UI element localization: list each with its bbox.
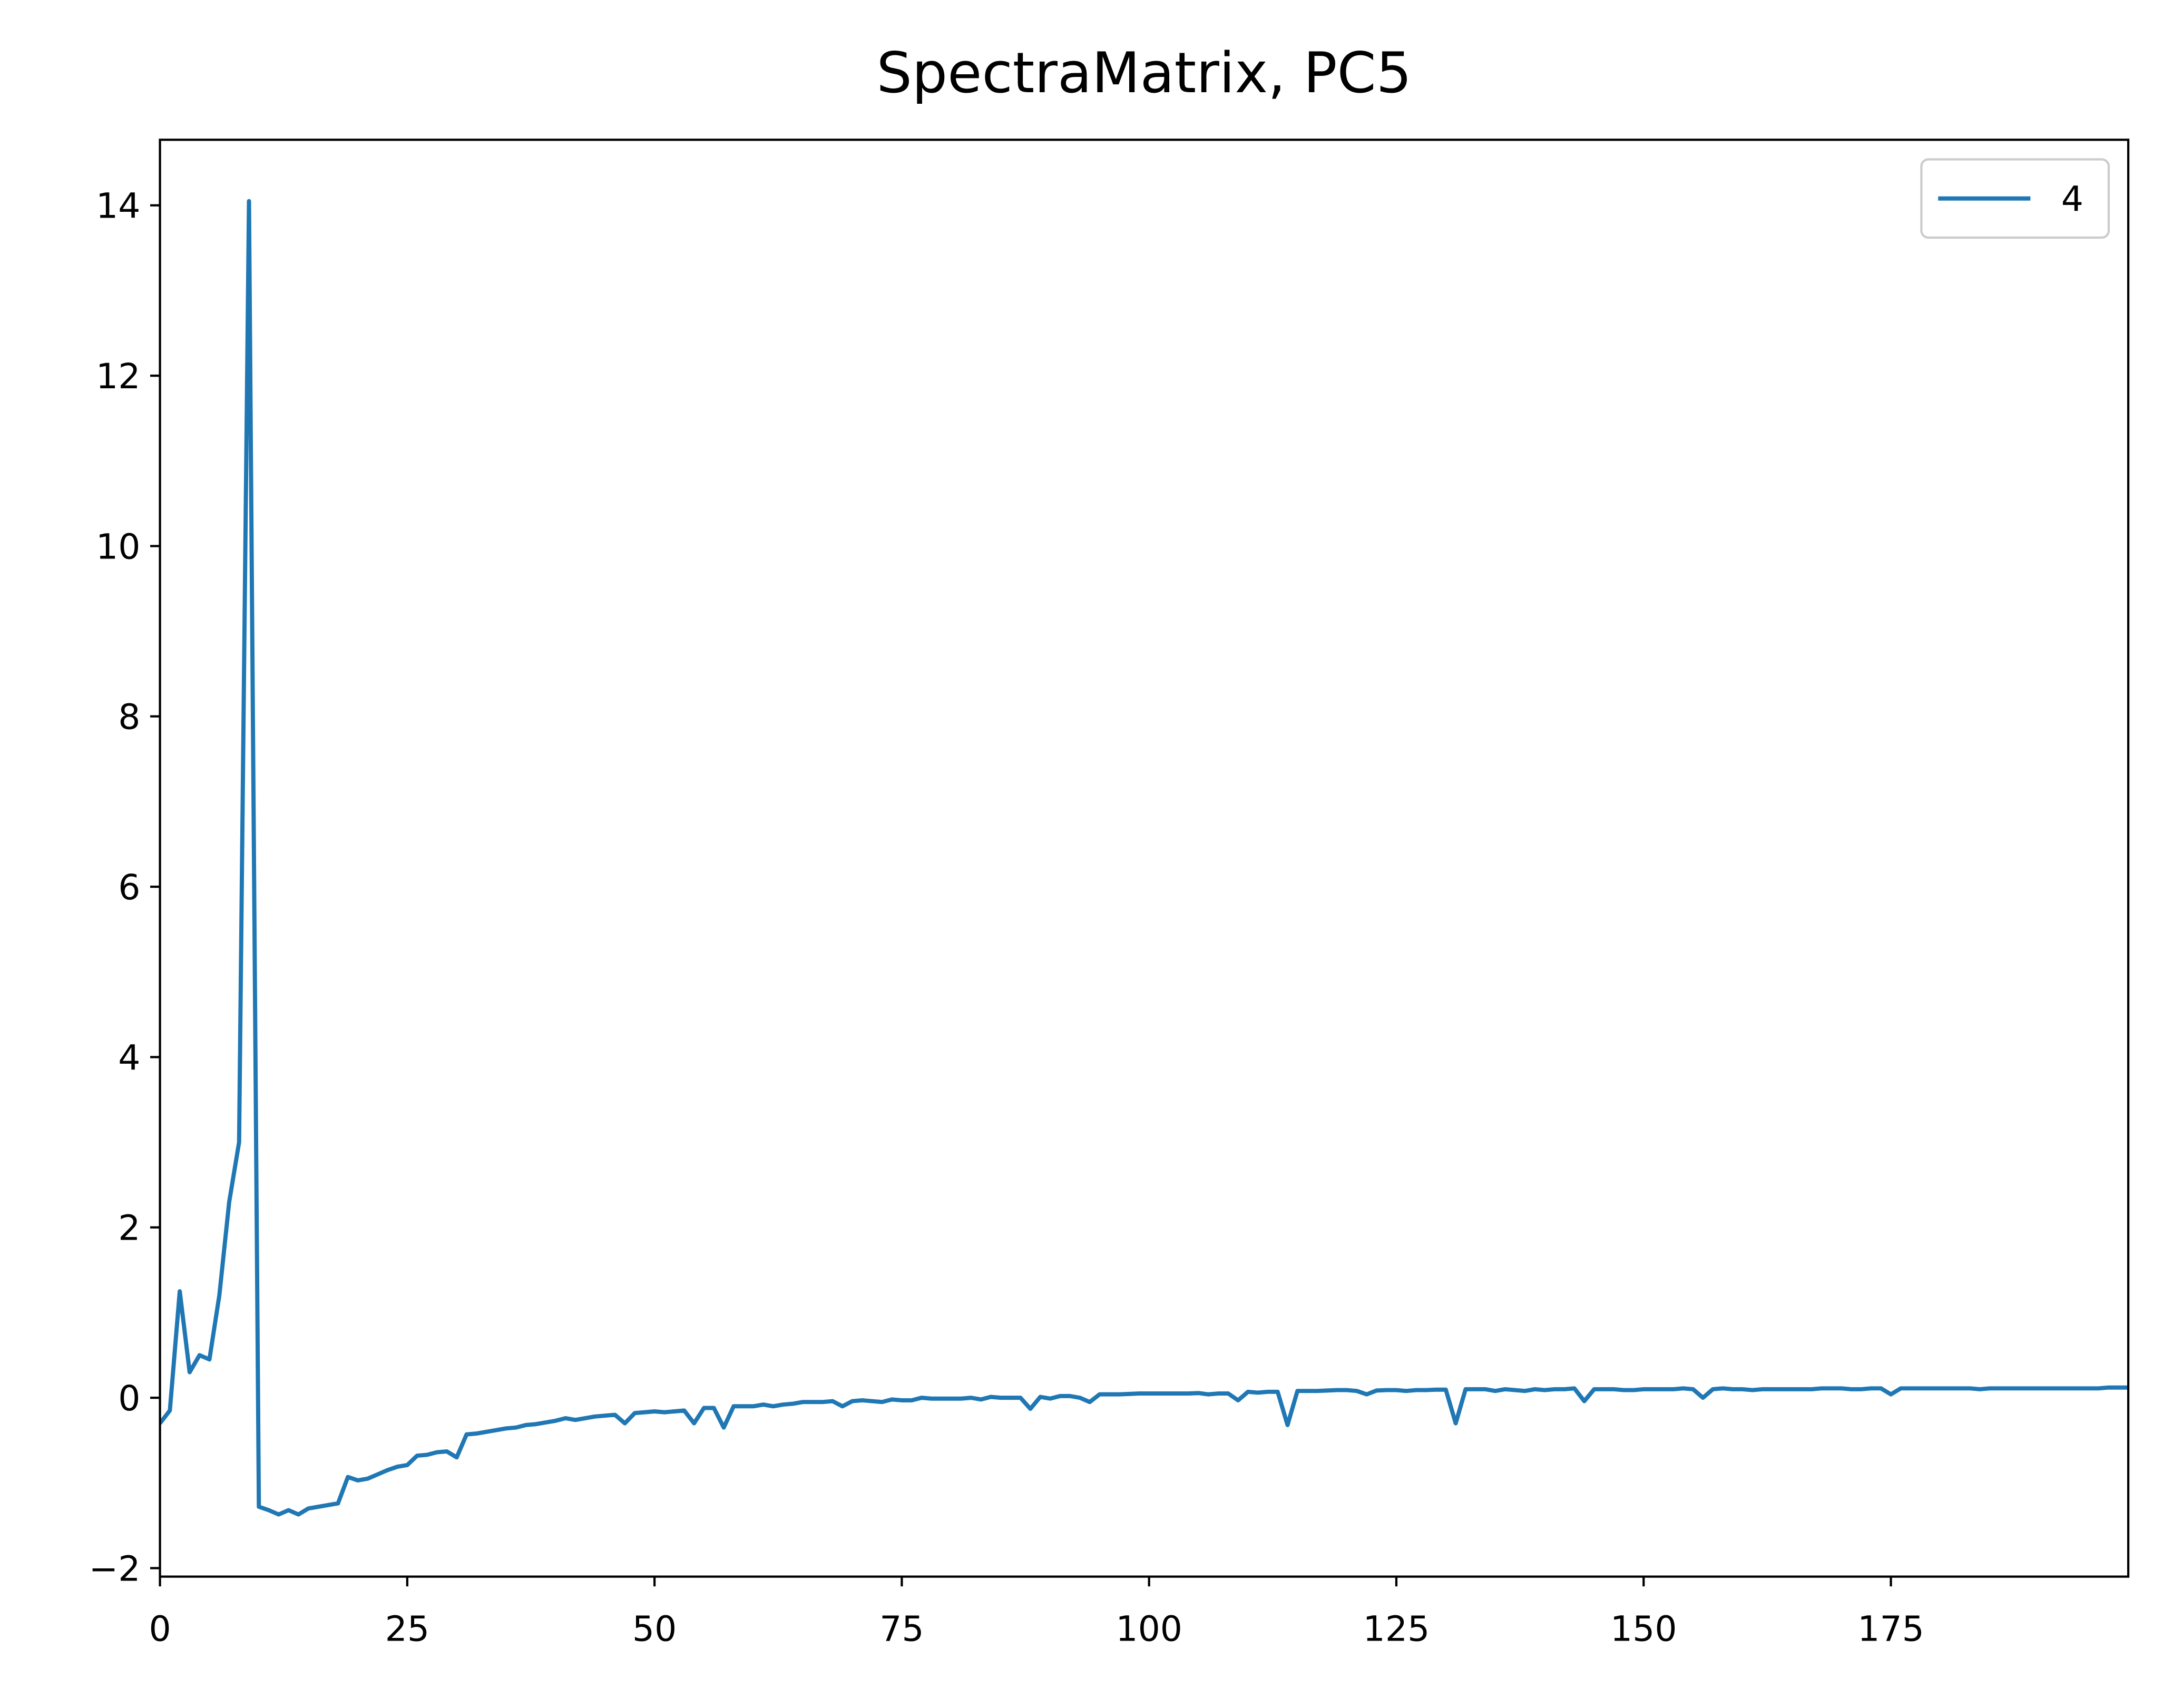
y-tick-label: 8 <box>118 696 140 738</box>
y-tick-label: 14 <box>96 185 140 227</box>
y-tick-label: 4 <box>118 1037 140 1078</box>
x-tick-label: 175 <box>1857 1608 1924 1650</box>
x-tick-label: 25 <box>385 1608 429 1650</box>
x-tick-label: 0 <box>149 1608 171 1650</box>
y-tick-label: 0 <box>118 1378 140 1419</box>
y-tick-label: 12 <box>96 356 140 397</box>
plot-frame <box>159 139 2130 1578</box>
y-tick-label: −2 <box>89 1548 141 1589</box>
x-tick-label: 150 <box>1610 1608 1677 1650</box>
x-tick-label: 50 <box>632 1608 677 1650</box>
y-tick-label: 2 <box>118 1208 140 1249</box>
y-tick-label: 10 <box>96 526 140 567</box>
x-tick-label: 75 <box>879 1608 924 1650</box>
y-tick-label: 6 <box>118 867 140 908</box>
legend-label: 4 <box>2061 179 2083 220</box>
chart-title: SpectraMatrix, PC5 <box>876 41 1412 106</box>
x-tick-label: 125 <box>1363 1608 1430 1650</box>
data-line <box>160 199 2129 1517</box>
x-tick-label: 100 <box>1116 1608 1182 1650</box>
